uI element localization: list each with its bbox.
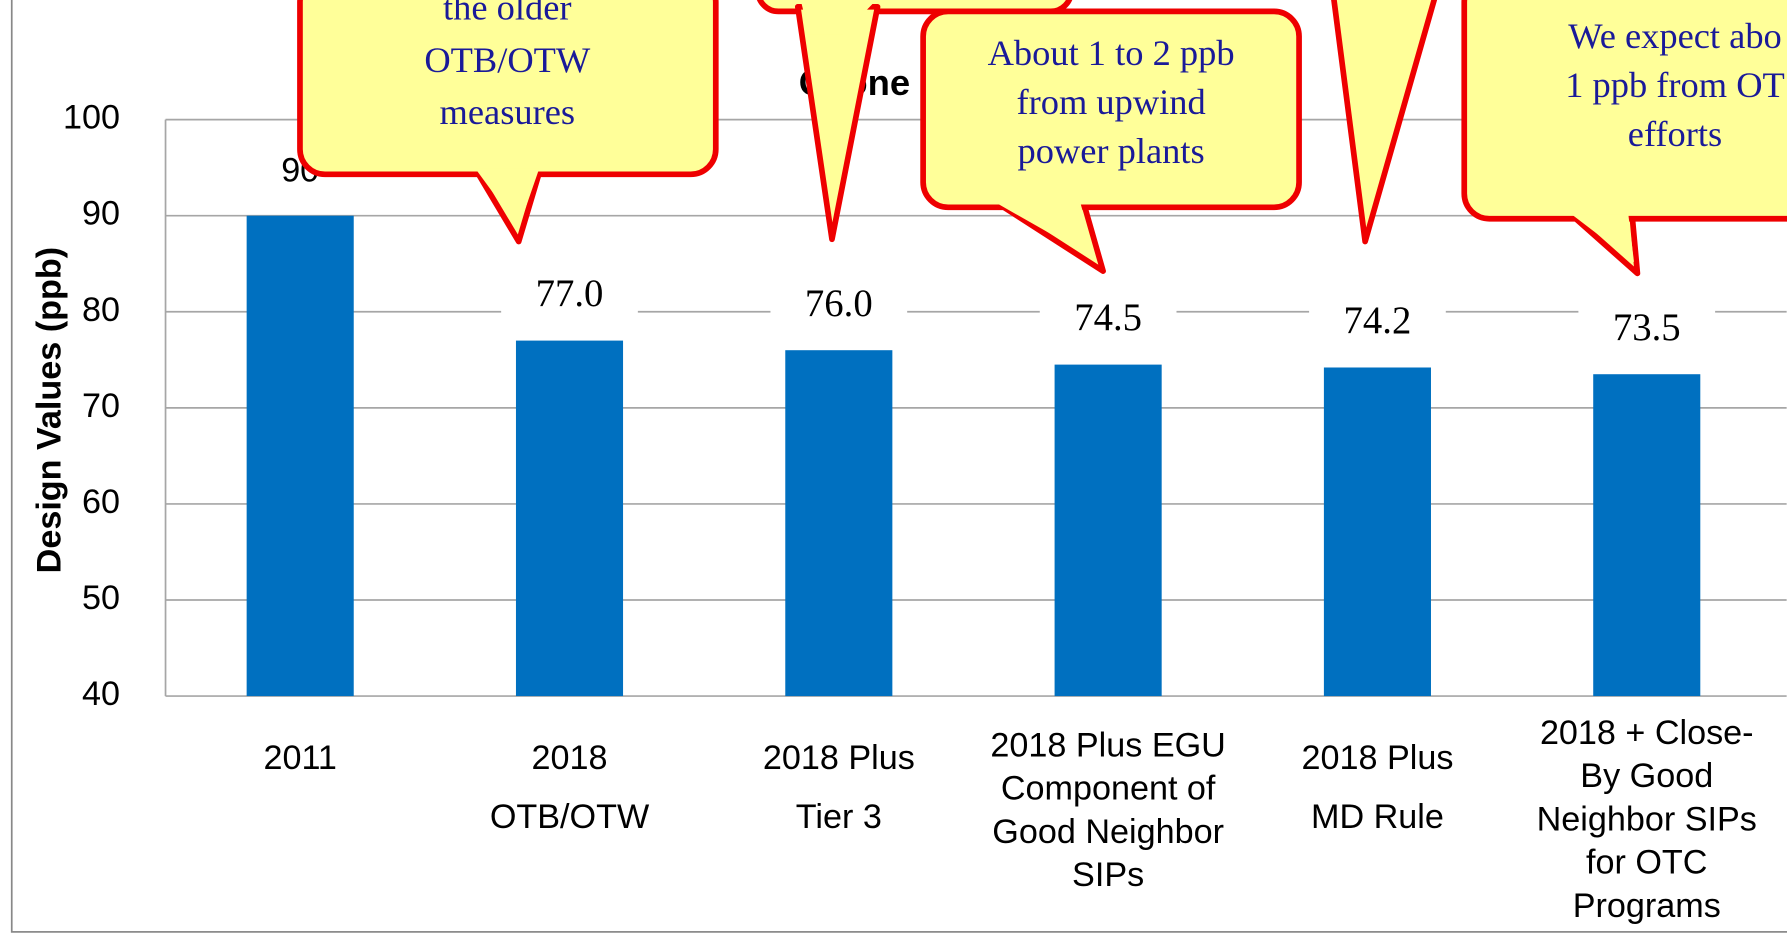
value-label: 77.0: [536, 272, 604, 315]
x-tick-label: 2018 Plus EGU Component of Good Neighbor SI…: [990, 726, 1225, 894]
value-label: 76.0: [805, 282, 873, 325]
x-tick-label: 2018 + Close-By Good Neighbor SIPs for OTC…: [1537, 714, 1757, 925]
value-label: 73.5: [1613, 306, 1681, 349]
y-tick-label: 100: [63, 99, 120, 137]
bar: [246, 215, 354, 697]
value-label: 74.5: [1074, 296, 1142, 339]
value-label: 74.2: [1344, 299, 1412, 342]
callout-box: [920, 8, 1302, 211]
bar: [1054, 364, 1162, 697]
y-axis-label: Design Values (ppb): [31, 247, 69, 573]
y-tick-label: 40: [82, 675, 120, 713]
callout-tail-fill: [801, 2, 875, 35]
callout-box: [1461, 0, 1787, 222]
callout-tail-fill: [1571, 214, 1634, 263]
x-tick-label: 2018 OTB/OTW: [490, 739, 650, 836]
callout-text: About 1 to 2 ppb from upwind power plants: [988, 33, 1235, 171]
x-tick-label: 2018 Plus Tier 3: [763, 739, 915, 836]
bar: [785, 350, 893, 697]
bar: [1323, 367, 1431, 697]
y-tick-label: 80: [82, 291, 120, 329]
value-label-bg: [770, 279, 908, 335]
y-tick-label: 50: [82, 579, 120, 617]
callouts: the older OTB/OTW measures About 1 to 2 ppb…: [297, 0, 1787, 277]
value-label-bg: [1309, 296, 1446, 352]
value-label-bg: [1578, 303, 1716, 359]
value-label-bg: [1039, 293, 1177, 349]
bar: [515, 340, 624, 697]
y-tick-label: 60: [82, 483, 120, 521]
callout-text: We expect abo 1 ppb from OT efforts: [1565, 16, 1785, 154]
x-tick-label: 2011: [263, 739, 336, 777]
callout-text: the older OTB/OTW measures: [424, 0, 591, 133]
bar: [1593, 374, 1701, 697]
y-tick-label: 70: [82, 387, 120, 425]
value-label-bg: [501, 269, 638, 325]
callout-tail-fill: [475, 168, 540, 228]
y-tick-label: 90: [82, 195, 120, 233]
x-tick-label: 2018 Plus MD Rule: [1301, 739, 1453, 836]
callout-tail: [1331, 0, 1438, 245]
